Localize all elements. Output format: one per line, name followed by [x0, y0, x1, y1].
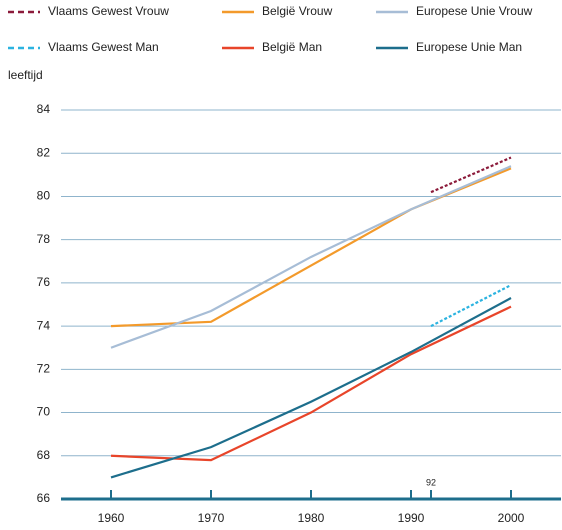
- y-tick-label: 74: [37, 318, 51, 332]
- y-tick-label: 72: [37, 362, 51, 376]
- series-line: [110, 305, 512, 462]
- series-line: [430, 156, 512, 194]
- y-tick-label: 66: [37, 491, 51, 505]
- y-tick-label: 84: [37, 102, 51, 116]
- legend-label: België Man: [262, 40, 322, 54]
- x-tick-label: 1990: [398, 511, 425, 525]
- x-tick-label: 92: [426, 477, 436, 487]
- y-tick-label: 76: [37, 275, 51, 289]
- y-tick-label: 80: [37, 189, 51, 203]
- series-line: [110, 165, 512, 349]
- series-line: [110, 297, 512, 479]
- x-tick-label: 2000: [498, 511, 525, 525]
- legend-label: Vlaams Gewest Man: [48, 40, 159, 54]
- y-tick-label: 70: [37, 405, 51, 419]
- y-tick-label: 78: [37, 232, 51, 246]
- y-axis-label: leeftijd: [8, 68, 43, 82]
- y-tick-label: 68: [37, 448, 51, 462]
- legend-label: België Vrouw: [262, 4, 333, 18]
- legend-label: Vlaams Gewest Vrouw: [48, 4, 169, 18]
- y-tick-label: 82: [37, 145, 51, 159]
- x-tick-label: 1960: [98, 511, 125, 525]
- x-tick-label: 1980: [298, 511, 325, 525]
- legend-label: Europese Unie Vrouw: [416, 4, 533, 18]
- x-tick-label: 1970: [198, 511, 225, 525]
- legend-label: Europese Unie Man: [416, 40, 522, 54]
